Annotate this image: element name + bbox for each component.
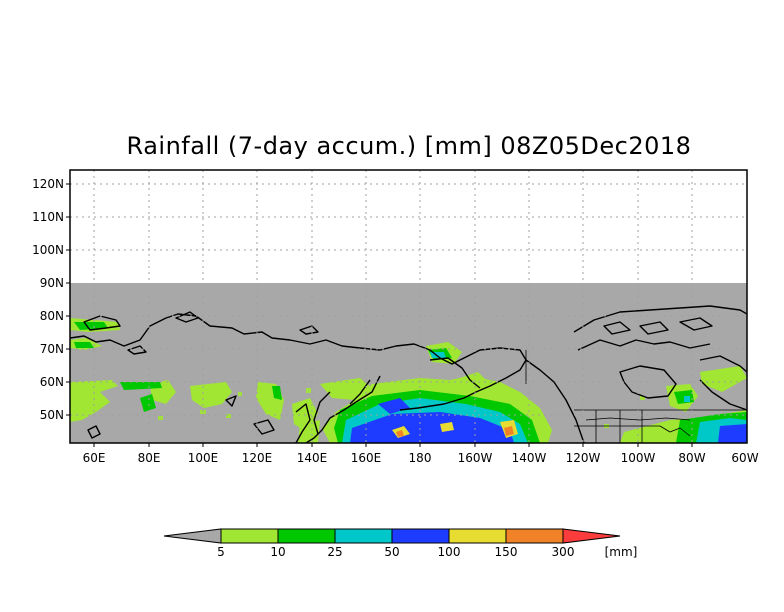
colorbar-legend: 5 10 25 50 100 150 300 [mm]: [163, 528, 638, 559]
lat-label: 50N: [40, 408, 64, 422]
lon-label: 60W: [731, 451, 758, 465]
colorbar-threshold: 5: [217, 545, 225, 559]
lon-label: 80E: [138, 451, 161, 465]
lat-label: 90N: [40, 276, 64, 290]
colorbar-bin: [505, 528, 564, 544]
colorbar-bin: [391, 528, 450, 544]
colorbar-bin: [334, 528, 393, 544]
colorbar-bin: [448, 528, 507, 544]
map-title: Rainfall (7-day accum.) [mm] 08Z05Dec201…: [126, 132, 692, 160]
lon-label: 80W: [678, 451, 705, 465]
gridlines: [70, 170, 747, 443]
lon-label: 100W: [621, 451, 656, 465]
lon-label: 60E: [83, 451, 106, 465]
lon-label: 120E: [242, 451, 273, 465]
colorbar-unit: [mm]: [605, 545, 638, 559]
lat-label: 80N: [40, 309, 64, 323]
lat-label: 120N: [32, 177, 64, 191]
lon-label: 160E: [351, 451, 382, 465]
colorbar-threshold: 10: [270, 545, 285, 559]
lon-label: 180: [409, 451, 432, 465]
lat-label: 110N: [32, 210, 64, 224]
colorbar-high-arrow: [562, 528, 621, 544]
lat-label: 60N: [40, 375, 64, 389]
latitude-axis: 120N 110N 100N 90N 80N 70N 60N 50N: [32, 177, 70, 422]
coastlines: [70, 305, 747, 443]
colorbar-threshold: 50: [384, 545, 399, 559]
colorbar-bin: [220, 528, 279, 544]
colorbar-threshold: 150: [495, 545, 518, 559]
rainfall-field: [70, 318, 747, 443]
lon-label: 100E: [188, 451, 219, 465]
colorbar-bin: [277, 528, 336, 544]
colorbar-low-arrow: [163, 528, 222, 544]
lon-label: 120W: [566, 451, 601, 465]
map-frame: [69, 169, 748, 444]
lat-label: 70N: [40, 342, 64, 356]
lon-label: 160W: [458, 451, 493, 465]
longitude-axis: 60E 80E 100E 120E 140E 160E 180 160W 140…: [83, 443, 759, 465]
lat-label: 100N: [32, 243, 64, 257]
colorbar-threshold: 100: [438, 545, 461, 559]
lon-label: 140E: [297, 451, 328, 465]
colorbar-threshold: 25: [327, 545, 342, 559]
colorbar-threshold: 300: [552, 545, 575, 559]
lon-label: 140W: [512, 451, 547, 465]
